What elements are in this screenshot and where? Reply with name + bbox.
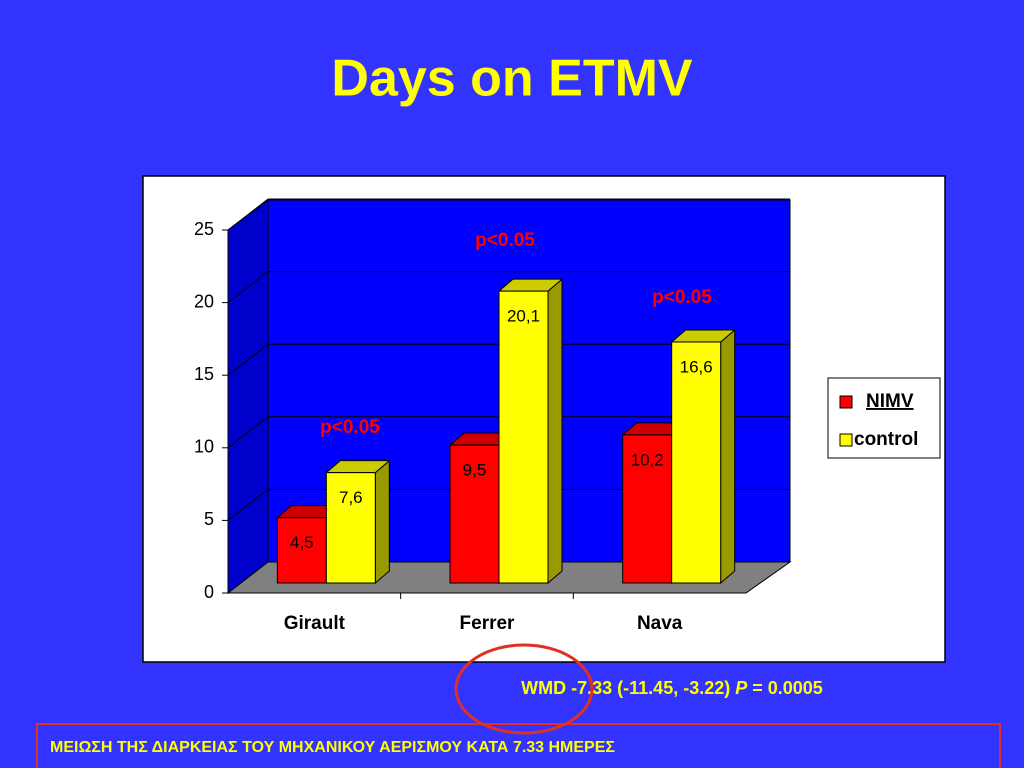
- grid-line: [227, 198, 269, 231]
- y-tick-label: 15: [194, 364, 214, 384]
- value-label: 20,1: [507, 307, 540, 326]
- footer-text: P: [735, 678, 748, 698]
- annotation: p<0.05: [320, 417, 380, 438]
- x-tick-label: Girault: [284, 613, 346, 634]
- bar: [449, 444, 500, 584]
- footer: WMD -7.33 (-11.45, -3.22) P = 0.0005: [521, 678, 823, 698]
- note: ΜΕΙΩΣΗ ΤΗΣ ΔΙΑΡΚΕΙΑΣ ΤΟΥ ΜΗΧΑΝΙΚΟΥ ΑΕΡΙΣ…: [50, 739, 615, 756]
- x-tick-label: Nava: [637, 613, 683, 634]
- y-tick-label: 0: [204, 582, 214, 602]
- value-label: 7,6: [339, 488, 363, 507]
- legend-label: control: [854, 429, 918, 450]
- y-tick-label: 20: [194, 291, 214, 311]
- bar-side: [547, 278, 563, 585]
- bar: [671, 341, 722, 584]
- bar: [622, 434, 673, 584]
- grid-line: [227, 343, 269, 376]
- plot: 0 5 10 15 20 25 Girault 4,5 7,6 Ferrer 9,5 20,1 Nava…: [194, 198, 790, 634]
- bar: [498, 290, 549, 584]
- bar-side: [720, 328, 736, 585]
- grid-line: [227, 271, 269, 303]
- annotation: p<0.05: [652, 287, 712, 308]
- value-label: 9,5: [463, 461, 487, 480]
- legend-items: NIMV control: [839, 391, 918, 450]
- y-tick-label: 5: [204, 509, 214, 529]
- legend-label: NIMV: [866, 391, 914, 412]
- value-label: 4,5: [290, 533, 314, 552]
- grid-line: [227, 416, 269, 449]
- chart-title: Days on ETMV: [331, 50, 692, 108]
- value-label: 16,6: [680, 357, 713, 376]
- bar: [325, 472, 376, 584]
- highlight-circle: [454, 643, 594, 735]
- legend-swatch: [839, 433, 853, 447]
- annotation: p<0.05: [475, 230, 535, 251]
- value-label: 10,2: [631, 450, 664, 469]
- y-tick-label: 10: [194, 437, 214, 457]
- y-tick-label: 25: [194, 219, 214, 239]
- x-tick-label: Ferrer: [460, 613, 516, 634]
- grid-line: [227, 489, 269, 521]
- footer-text: WMD -7.33 (-11.45, -3.22): [521, 678, 735, 698]
- side-wall: [227, 199, 269, 595]
- note-box: [36, 723, 1001, 768]
- footer-text: = 0.0005: [747, 678, 823, 698]
- bar: [276, 517, 327, 584]
- bar-side: [374, 459, 390, 585]
- legend-swatch: [839, 395, 853, 409]
